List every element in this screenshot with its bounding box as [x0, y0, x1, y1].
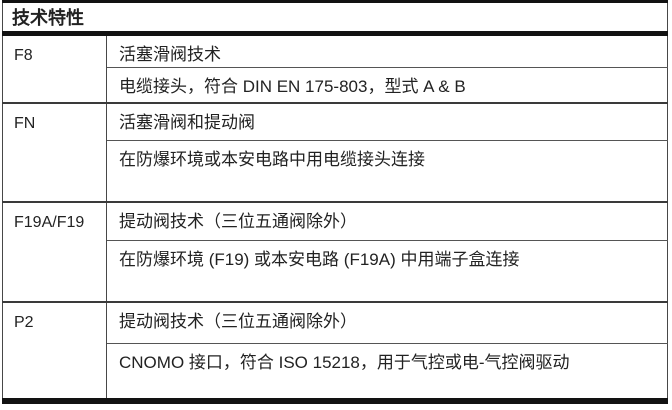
feature-cell: 提动阀技术（三位五通阀除外） — [106, 201, 668, 241]
feature-cell: 活塞滑阀和提动阀 — [106, 102, 668, 141]
technical-features-table: 技术特性 F8 活塞滑阀技术 电缆接头，符合 DIN EN 175-803，型式… — [2, 0, 668, 404]
series-label-fn: FN — [2, 102, 107, 203]
table-row: 在防爆环境 (F19) 或本安电路 (F19A) 中用端子盒连接 — [3, 240, 668, 303]
series-label-f8: F8 — [2, 33, 107, 104]
feature-cell: 提动阀技术（三位五通阀除外） — [106, 301, 668, 344]
feature-cell: CNOMO 接口，符合 ISO 15218，用于气控或电-气控阀驱动 — [106, 343, 668, 402]
feature-cell: 电缆接头，符合 DIN EN 175-803，型式 A & B — [106, 67, 668, 104]
table-row: CNOMO 接口，符合 ISO 15218，用于气控或电-气控阀驱动 — [3, 343, 668, 402]
feature-cell: 在防爆环境 (F19) 或本安电路 (F19A) 中用端子盒连接 — [106, 240, 668, 303]
table-header-row: 技术特性 — [2, 1, 668, 36]
series-label-f19a-f19: F19A/F19 — [2, 201, 107, 303]
table-row: F8 活塞滑阀技术 — [2, 33, 668, 104]
table-row: 电缆接头，符合 DIN EN 175-803，型式 A & B — [3, 67, 668, 104]
feature-cell: 活塞滑阀技术 — [106, 33, 668, 68]
table-row: F19A/F19 提动阀技术（三位五通阀除外） — [2, 201, 668, 303]
table-row: 在防爆环境或本安电路中用电缆接头连接 — [3, 140, 668, 203]
series-label-p2: P2 — [2, 301, 107, 402]
table-title: 技术特性 — [2, 1, 668, 36]
table-row: P2 提动阀技术（三位五通阀除外） — [2, 301, 668, 402]
feature-cell: 在防爆环境或本安电路中用电缆接头连接 — [106, 140, 668, 203]
table-row: FN 活塞滑阀和提动阀 — [2, 102, 668, 203]
